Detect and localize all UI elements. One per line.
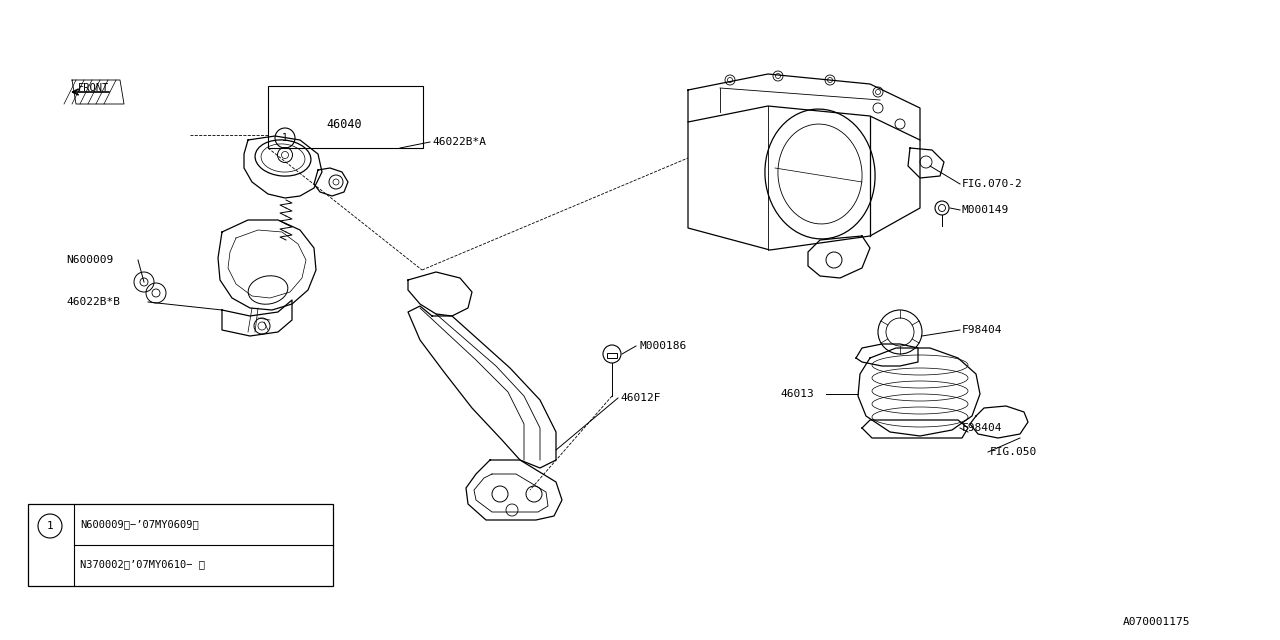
Text: 46013: 46013 <box>780 389 814 399</box>
Circle shape <box>876 90 881 95</box>
Text: N600009: N600009 <box>67 255 113 265</box>
Text: N370002（’07MY0610− ）: N370002（’07MY0610− ） <box>79 559 205 569</box>
Text: M000149: M000149 <box>963 205 1009 215</box>
Circle shape <box>827 77 832 83</box>
Bar <box>268 86 422 148</box>
Text: FIG.070-2: FIG.070-2 <box>963 179 1023 189</box>
Text: 46022B*A: 46022B*A <box>433 137 486 147</box>
Circle shape <box>140 278 148 286</box>
Text: FIG.050: FIG.050 <box>989 447 1037 457</box>
Text: 1: 1 <box>282 133 288 143</box>
Text: F98404: F98404 <box>963 325 1002 335</box>
Text: 46022B*B: 46022B*B <box>67 297 120 307</box>
Text: M000186: M000186 <box>640 341 687 351</box>
Text: 1: 1 <box>46 521 54 531</box>
Text: 46012F: 46012F <box>620 393 660 403</box>
Circle shape <box>282 152 288 159</box>
Text: N600009（−’07MY0609）: N600009（−’07MY0609） <box>79 519 198 529</box>
Bar <box>607 353 617 358</box>
Text: A070001175: A070001175 <box>1123 617 1190 627</box>
Text: 46040: 46040 <box>326 118 362 131</box>
Bar <box>28 504 333 586</box>
Text: FRONT: FRONT <box>78 83 109 93</box>
Circle shape <box>152 289 160 297</box>
Text: F98404: F98404 <box>963 423 1002 433</box>
Circle shape <box>727 77 732 83</box>
Circle shape <box>776 74 781 79</box>
